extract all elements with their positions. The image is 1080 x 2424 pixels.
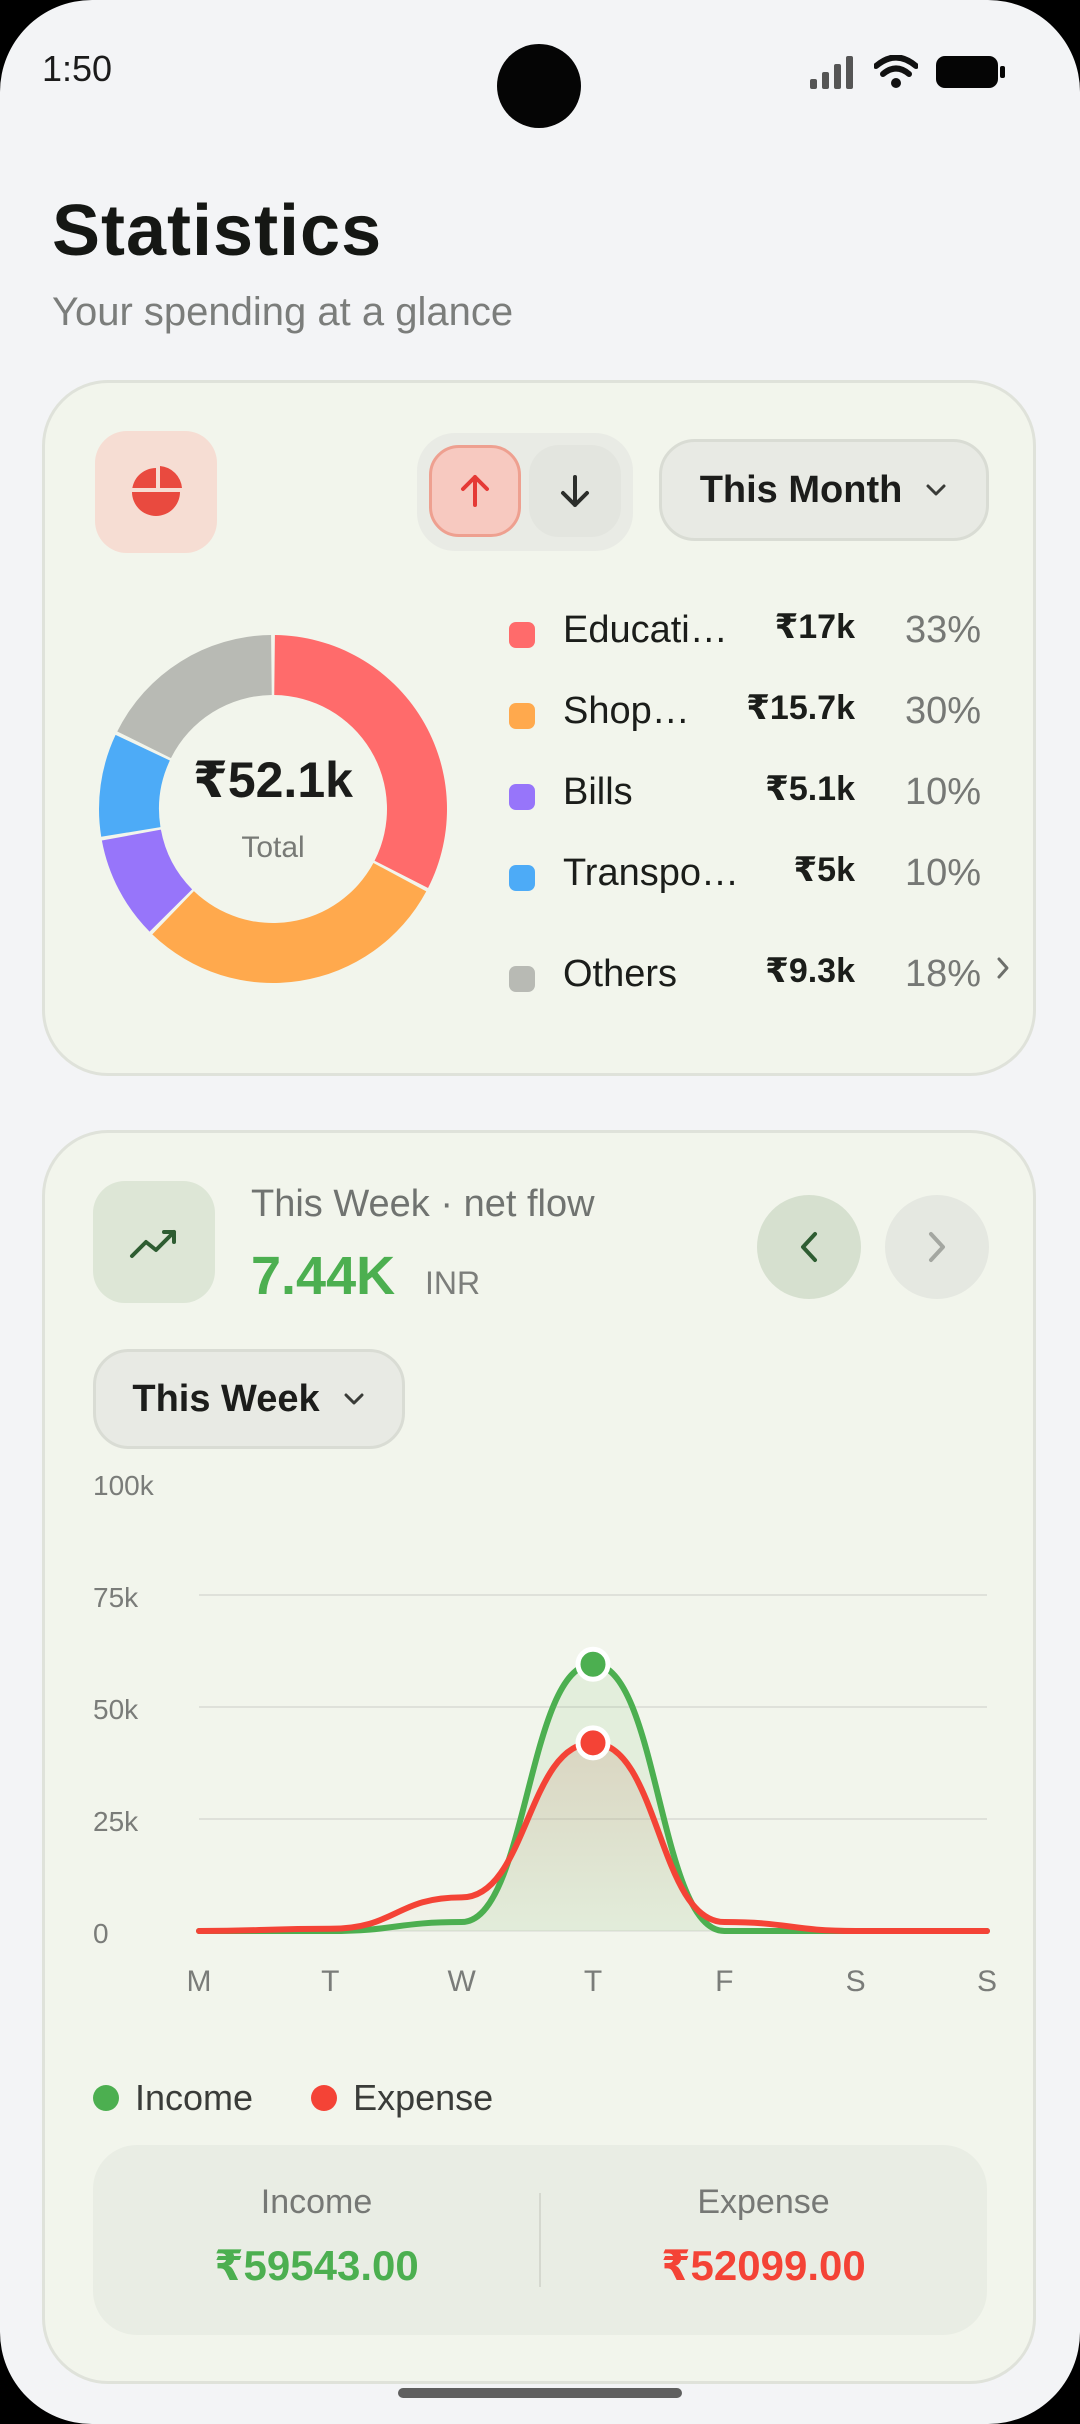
week-period-dropdown[interactable]: This Week	[93, 1349, 405, 1449]
category-color-dot	[509, 784, 535, 810]
week-period-label: This Week	[132, 1377, 320, 1420]
net-flow-value: 7.44K	[251, 1246, 396, 1306]
period-dropdown[interactable]: This Month	[659, 439, 989, 541]
category-name: Others	[563, 953, 678, 995]
x-tick-label: T	[584, 1965, 602, 1998]
y-tick-label: 50k	[93, 1694, 139, 1725]
arrow-up-icon	[461, 475, 489, 507]
expense-legend-dot	[311, 2085, 338, 2111]
chevron-down-icon	[344, 1393, 364, 1405]
x-tick-label: F	[715, 1965, 733, 1998]
battery-icon	[936, 56, 1005, 88]
category-color-dot	[509, 966, 535, 992]
income-legend-dot	[93, 2085, 119, 2111]
status-time: 1:50	[42, 48, 113, 89]
category-name: Bills	[563, 771, 633, 813]
income-expense-toggle	[417, 433, 633, 551]
x-tick-label: W	[448, 1965, 477, 1998]
page-title: Statistics	[52, 191, 383, 271]
period-dropdown-label: This Month	[699, 468, 903, 511]
expense-summary-label: Expense	[697, 2183, 830, 2221]
category-amount: ₹9.3k	[765, 952, 855, 990]
category-row-bills[interactable]: Bills ₹5.1k 10%	[509, 767, 1029, 823]
donut-slice	[152, 862, 427, 983]
income-summary-label: Income	[260, 2183, 373, 2221]
x-tick-label: M	[187, 1965, 212, 1998]
x-tick-label: T	[321, 1965, 339, 1998]
category-row-shopping[interactable]: Shop… ₹15.7k 30%	[509, 686, 1029, 742]
category-row-others[interactable]: Others ₹9.3k 18%	[509, 949, 1029, 1005]
signal-icon	[810, 56, 853, 89]
summary-divider	[539, 2193, 541, 2287]
donut-total-label: Total	[241, 831, 305, 864]
category-amount: ₹15.7k	[746, 689, 855, 727]
category-name: Shop…	[563, 690, 690, 732]
net-flow-line-chart: 0 25k 50k 75k 100k M T W T F S S	[93, 1470, 997, 1998]
category-percent: 18%	[904, 953, 981, 995]
y-tick-label: 100k	[93, 1470, 155, 1501]
next-week-button[interactable]	[885, 1195, 989, 1299]
income-summary-value: ₹59543.00	[214, 2242, 419, 2289]
income-peak-point[interactable]	[575, 1646, 611, 1682]
flow-title: This Week · net flow	[251, 1183, 595, 1225]
status-icons	[810, 52, 1006, 92]
y-tick-label: 0	[93, 1918, 109, 1949]
category-name: Educati…	[563, 609, 728, 651]
category-color-dot	[509, 865, 535, 891]
category-percent: 10%	[904, 771, 981, 813]
category-percent: 33%	[904, 609, 981, 651]
expense-up-toggle[interactable]	[429, 445, 521, 537]
chevron-right-icon	[997, 957, 1009, 979]
expense-area	[199, 1742, 987, 1931]
category-amount: ₹5k	[793, 851, 855, 889]
category-percent: 30%	[904, 690, 981, 732]
expense-peak-point[interactable]	[575, 1725, 611, 1761]
flow-summary: Income ₹59543.00 Expense ₹52099.00	[93, 2145, 987, 2335]
net-flow-card: This Week · net flow 7.44K INR This Week…	[42, 1130, 1036, 2384]
category-name: Transpo…	[563, 852, 739, 894]
page-subtitle: Your spending at a glance	[52, 290, 514, 334]
arrow-down-icon	[561, 475, 589, 507]
income-down-toggle[interactable]	[529, 445, 621, 537]
pie-chart-icon	[95, 431, 217, 553]
category-color-dot	[509, 622, 535, 648]
category-row-education[interactable]: Educati… ₹17k 33%	[509, 605, 1029, 661]
y-tick-label: 25k	[93, 1806, 139, 1837]
chart-legend: Income Expense	[93, 2073, 493, 2123]
y-tick-label: 75k	[93, 1582, 139, 1613]
income-legend-label: Income	[135, 2077, 254, 2118]
expense-summary: Expense ₹52099.00	[540, 2145, 987, 2335]
spending-breakdown-card: This Month ₹52.1k Total Educati… ₹17k 33…	[42, 380, 1036, 1076]
donut-slice	[274, 635, 448, 888]
income-summary: Income ₹59543.00	[93, 2145, 540, 2335]
chevron-down-icon	[926, 484, 946, 496]
donut-total: ₹52.1k	[193, 752, 353, 808]
category-amount: ₹17k	[774, 608, 855, 646]
category-amount: ₹5.1k	[765, 770, 855, 808]
net-flow-unit: INR	[425, 1265, 481, 1301]
donut-chart: ₹52.1k Total	[87, 623, 459, 995]
category-row-transport[interactable]: Transpo… ₹5k 10%	[509, 848, 1029, 904]
donut-slice	[101, 829, 193, 932]
donut-slice	[117, 635, 272, 759]
category-color-dot	[509, 703, 535, 729]
camera-cutout	[497, 44, 581, 128]
category-percent: 10%	[904, 852, 981, 894]
x-tick-label: S	[846, 1965, 866, 1998]
wifi-icon	[874, 55, 918, 88]
home-indicator	[398, 2388, 682, 2398]
expense-legend-label: Expense	[353, 2077, 494, 2118]
expense-summary-value: ₹52099.00	[661, 2242, 866, 2289]
chevron-right-icon	[929, 1232, 945, 1262]
chevron-left-icon	[801, 1232, 817, 1262]
previous-week-button[interactable]	[757, 1195, 861, 1299]
donut-slice	[98, 734, 170, 837]
trend-icon	[93, 1181, 215, 1303]
x-tick-label: S	[977, 1965, 997, 1998]
